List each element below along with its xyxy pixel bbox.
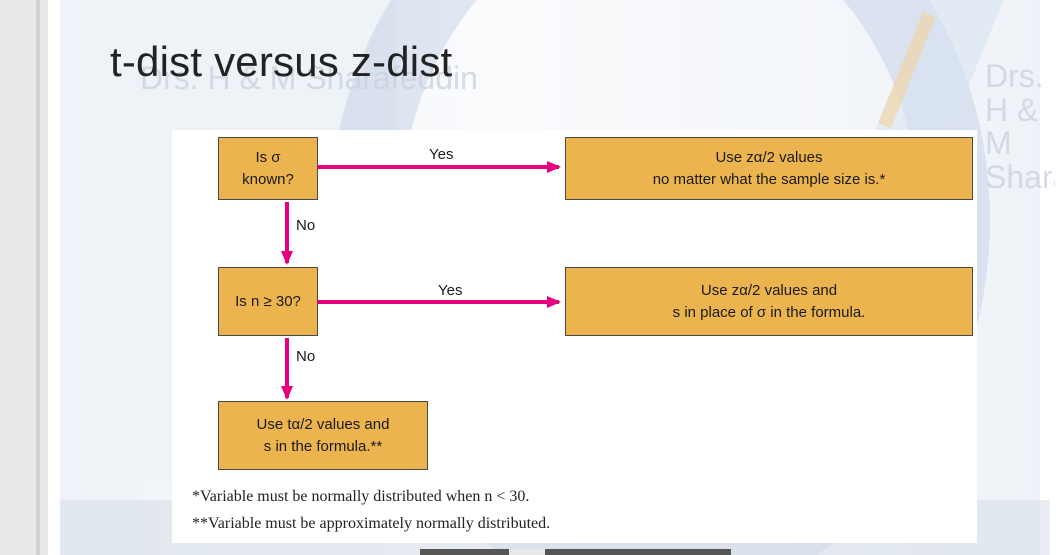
result-box-z-any-line2: no matter what the sample size is.* — [652, 170, 886, 188]
result-box-z-any-line1: Use zα/2 values — [715, 148, 823, 166]
result-box-z-any-size: Use zα/2 values no matter what the sampl… — [565, 137, 973, 200]
slide-title: t-dist versus z-dist — [110, 38, 453, 85]
no-label-upper: No — [296, 217, 316, 234]
result-box-t-line1: Use tα/2 values and — [256, 415, 390, 433]
connector-layer — [281, 161, 561, 400]
yes-label-middle: Yes — [438, 282, 463, 299]
slide-navigation-bar[interactable] — [420, 549, 731, 555]
decision-box-sigma-line2: known? — [242, 170, 294, 188]
left-margin-line — [36, 0, 40, 555]
left-margin-strip — [0, 0, 48, 555]
decision-box-sigma-line1: Is σ — [255, 148, 281, 166]
result-box-t-line2: s in the formula.** — [263, 437, 383, 455]
slide-navigation-thumb[interactable] — [509, 549, 545, 555]
yes-label-top: Yes — [429, 146, 454, 163]
decision-box-n-label: Is n ≥ 30? — [235, 292, 301, 310]
flowchart-figure: Is σ known? Use zα/2 values no matter wh… — [172, 130, 977, 543]
watermark-text-right: Drs. H & M Sharafeddin — [985, 60, 1055, 195]
result-box-z-with-s: Use zα/2 values and s in place of σ in t… — [565, 267, 973, 336]
result-box-t-values: Use tα/2 values and s in the formula.** — [218, 401, 428, 470]
footnote-approx-normal: **Variable must be approximately normall… — [192, 515, 551, 532]
decision-box-n-at-least-30: Is n ≥ 30? — [218, 267, 318, 336]
result-box-z-s-line2: s in place of σ in the formula. — [672, 303, 866, 321]
footnote-normal: *Variable must be normally distributed w… — [192, 488, 530, 505]
result-box-z-s-line1: Use zα/2 values and — [700, 281, 838, 299]
watermark-text-left: Drs. H & M Sharafeddin — [140, 60, 478, 96]
no-label-lower: No — [296, 348, 316, 365]
decision-box-sigma-known: Is σ known? — [218, 137, 318, 200]
